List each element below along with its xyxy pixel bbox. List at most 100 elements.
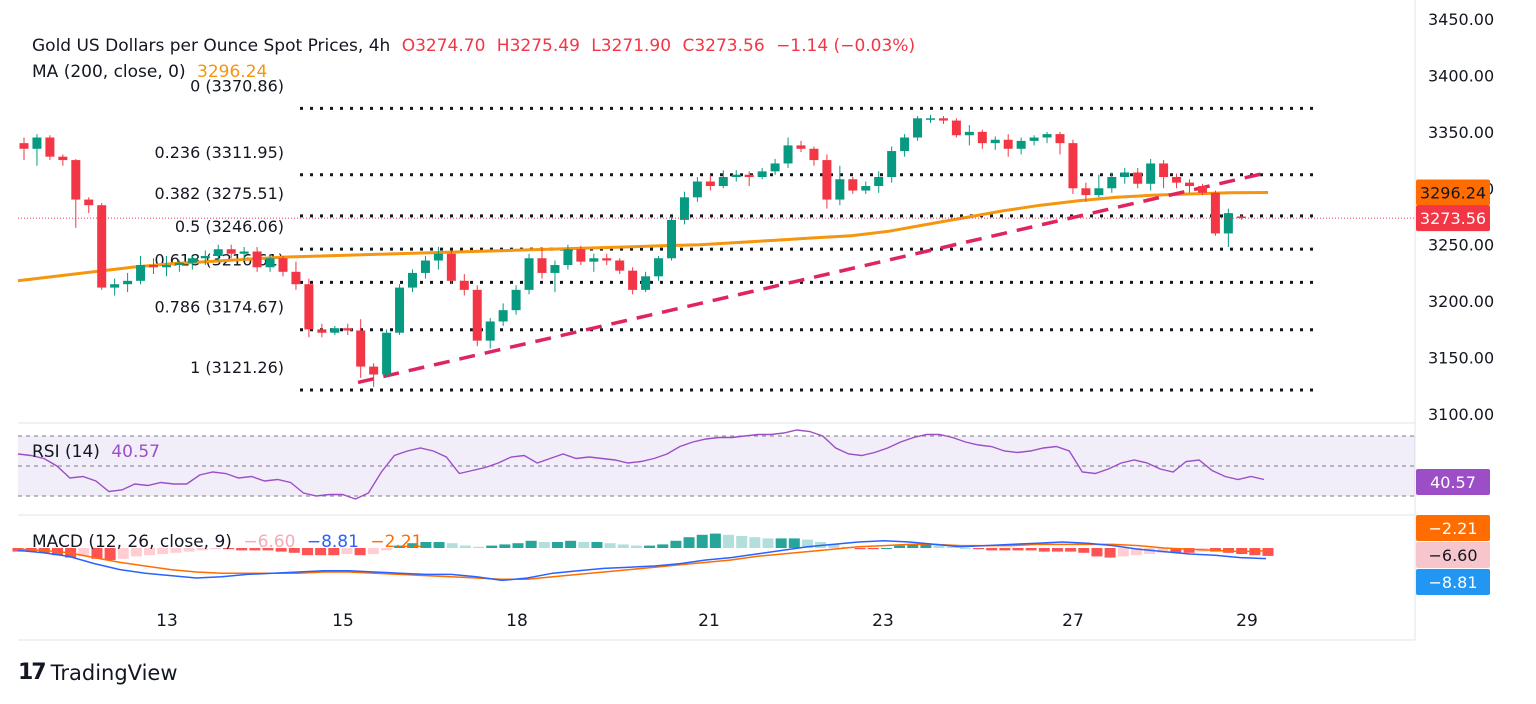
macd-hist-value: −6.60 bbox=[243, 532, 296, 552]
macd-hist-bar-78 bbox=[1038, 548, 1050, 552]
candle-body bbox=[1107, 177, 1117, 189]
macd-hist-bar-26 bbox=[354, 548, 366, 556]
candle-body bbox=[1172, 177, 1182, 183]
candle-37 bbox=[498, 303, 508, 326]
candle-body bbox=[1042, 134, 1052, 138]
candle-59 bbox=[783, 137, 793, 168]
y-tick-2: 3350.00 bbox=[1428, 123, 1494, 142]
candle-20 bbox=[278, 256, 288, 277]
candle-47 bbox=[628, 267, 638, 295]
price-badges: 3296.24 3273.56 40.57 −2.21 −6.60 −8.81 bbox=[1416, 179, 1490, 595]
macd-hist-bar-66 bbox=[880, 548, 892, 549]
candle-78 bbox=[1029, 135, 1039, 146]
macd-hist-bar-59 bbox=[788, 538, 800, 548]
macd-hist-bar-75 bbox=[999, 548, 1011, 551]
candle-body bbox=[161, 265, 171, 268]
candle-body bbox=[1029, 137, 1039, 141]
macd-hist-bar-28 bbox=[380, 548, 392, 551]
last-price-badge-text: 3273.56 bbox=[1420, 209, 1486, 228]
candle-61 bbox=[809, 146, 819, 166]
macd-hist-bar-35 bbox=[473, 546, 485, 548]
candle-body bbox=[58, 156, 68, 161]
ma-legend[interactable]: MA (200, close, 0) 3296.24 bbox=[32, 62, 273, 82]
candle-body bbox=[667, 219, 676, 259]
tradingview-branding[interactable]: 17 TradingView bbox=[18, 660, 178, 685]
macd-signal-line bbox=[17, 543, 1267, 580]
macd-hist-bar-29 bbox=[394, 545, 406, 548]
macd-hist-bar-49 bbox=[657, 544, 669, 548]
ascending-trendline bbox=[357, 170, 1269, 385]
candle-body bbox=[1055, 134, 1065, 144]
candle-88 bbox=[1159, 160, 1169, 189]
y-tick-4: 3250.00 bbox=[1428, 236, 1494, 255]
macd-hist-bar-18 bbox=[249, 548, 261, 551]
candle-79 bbox=[1042, 131, 1052, 144]
candle-body bbox=[369, 366, 379, 375]
candle-body bbox=[356, 330, 366, 367]
x-tick-15: 15 bbox=[332, 611, 354, 631]
candle-72 bbox=[951, 118, 961, 138]
candle-71 bbox=[938, 116, 948, 124]
candle-60 bbox=[796, 140, 806, 153]
candle-body bbox=[278, 258, 288, 272]
candle-46 bbox=[615, 258, 625, 275]
candle-28 bbox=[382, 329, 392, 377]
rsi-badge-bg bbox=[1416, 469, 1490, 495]
candle-16 bbox=[226, 244, 236, 259]
change-value: −1.14 (−0.03%) bbox=[776, 36, 916, 56]
x-tick-29: 29 bbox=[1236, 611, 1258, 631]
macd-hist-bar-24 bbox=[328, 548, 340, 556]
macd-label: MACD (12, 26, close, 9) bbox=[32, 532, 232, 552]
candle-body bbox=[498, 310, 508, 322]
candle-8 bbox=[123, 272, 133, 293]
macd-line bbox=[17, 540, 1267, 582]
candle-body bbox=[926, 118, 935, 120]
macd-hist-bar-64 bbox=[854, 548, 866, 550]
macd-legend[interactable]: MACD (12, 26, close, 9) −6.60 −8.81 −2.2… bbox=[32, 532, 428, 552]
candle-86 bbox=[1133, 167, 1143, 189]
symbol-header: Gold US Dollars per Ounce Spot Prices, 4… bbox=[32, 36, 921, 56]
y-tick-0: 3450.00 bbox=[1428, 10, 1494, 29]
candle-32 bbox=[433, 246, 443, 270]
candle-body bbox=[330, 328, 340, 333]
macd-hist-bar-55 bbox=[736, 536, 748, 548]
high-value: H3275.49 bbox=[496, 36, 580, 56]
candle-body bbox=[136, 265, 146, 281]
candle-75 bbox=[990, 136, 1000, 150]
candle-body bbox=[1068, 143, 1078, 189]
rsi-badge: 40.57 bbox=[1416, 469, 1490, 495]
candle-body bbox=[705, 181, 715, 187]
candle-52 bbox=[692, 177, 702, 202]
macd-hist-bar-54 bbox=[723, 534, 735, 548]
rsi-legend[interactable]: RSI (14) 40.57 bbox=[32, 442, 166, 462]
macd-hist-bar-34 bbox=[459, 545, 471, 548]
macd-hist-bar-80 bbox=[1065, 548, 1077, 552]
candle-body bbox=[1120, 172, 1130, 177]
macd-hist-bar-67 bbox=[894, 545, 906, 548]
candlesticks bbox=[18, 114, 1415, 387]
symbol-title[interactable]: Gold US Dollars per Ounce Spot Prices, 4… bbox=[32, 36, 391, 56]
candle-body bbox=[343, 328, 353, 331]
candle-22 bbox=[304, 278, 314, 338]
candle-body bbox=[900, 137, 910, 152]
candle-49 bbox=[654, 256, 664, 281]
candle-13 bbox=[187, 256, 197, 270]
rsi-value: 40.57 bbox=[111, 442, 160, 462]
macd-hist-bar-46 bbox=[617, 544, 629, 548]
macd-hist-badge-bg bbox=[1416, 542, 1490, 568]
candle-body bbox=[420, 260, 430, 273]
candle-body bbox=[408, 272, 417, 288]
macd-line-badge-text: −8.81 bbox=[1428, 573, 1477, 592]
macd-signal-value: −2.21 bbox=[370, 532, 423, 552]
macd-hist-bar-12 bbox=[170, 548, 182, 553]
macd-hist-bar-25 bbox=[341, 548, 353, 554]
candle-23 bbox=[317, 323, 327, 338]
candle-body bbox=[200, 256, 210, 259]
candle-93 bbox=[1223, 208, 1233, 247]
candle-body bbox=[990, 139, 1000, 144]
candle-body bbox=[692, 181, 702, 198]
x-tick-27: 27 bbox=[1062, 611, 1084, 631]
candle-42 bbox=[563, 244, 573, 270]
candle-17 bbox=[239, 246, 249, 261]
